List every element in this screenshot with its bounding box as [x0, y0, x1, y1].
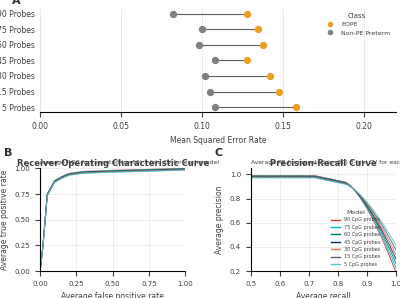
Point	[244, 58, 250, 63]
Point	[260, 42, 266, 47]
X-axis label: Average recall: Average recall	[296, 292, 351, 298]
Point	[212, 105, 218, 109]
Text: Average PR for repeated (n=50) 3-fold CV for each model: Average PR for repeated (n=50) 3-fold CV…	[251, 160, 400, 165]
Point	[244, 11, 250, 16]
Point	[170, 11, 176, 16]
Text: B: B	[4, 148, 12, 158]
Legend: 90 CpG probes, 75 CpG probes, 60 CpG probes, 45 CpG probes, 30 CpG probes, 15 Cp: 90 CpG probes, 75 CpG probes, 60 CpG pro…	[260, 208, 314, 269]
Point	[195, 42, 202, 47]
Text: C: C	[214, 148, 222, 158]
Legend: 90 CpG probes, 75 CpG probes, 60 CpG probes, 45 CpG probes, 30 CpG probes, 15 Cp: 90 CpG probes, 75 CpG probes, 60 CpG pro…	[329, 208, 382, 269]
Y-axis label: Average precision: Average precision	[215, 186, 224, 254]
Legend: EOPE, Non-PE Preterm: EOPE, Non-PE Preterm	[321, 10, 393, 38]
Title: Receiver Operating Characteristic Curve: Receiver Operating Characteristic Curve	[16, 159, 209, 168]
Title: Precision-Recall Curve: Precision-Recall Curve	[270, 159, 377, 168]
X-axis label: Mean Squared Error Rate: Mean Squared Error Rate	[170, 136, 266, 145]
Point	[199, 27, 205, 32]
Point	[207, 89, 213, 94]
Y-axis label: Average true positive rate: Average true positive rate	[0, 170, 9, 270]
Point	[255, 27, 262, 32]
Text: Average ROC for repeated (n=50) 3-fold CV for each model: Average ROC for repeated (n=50) 3-fold C…	[40, 160, 219, 165]
Point	[202, 74, 208, 78]
Point	[212, 58, 218, 63]
Text: A: A	[12, 0, 20, 6]
Point	[292, 105, 299, 109]
Point	[266, 74, 273, 78]
Point	[276, 89, 283, 94]
X-axis label: Average false positive rate: Average false positive rate	[61, 292, 164, 298]
